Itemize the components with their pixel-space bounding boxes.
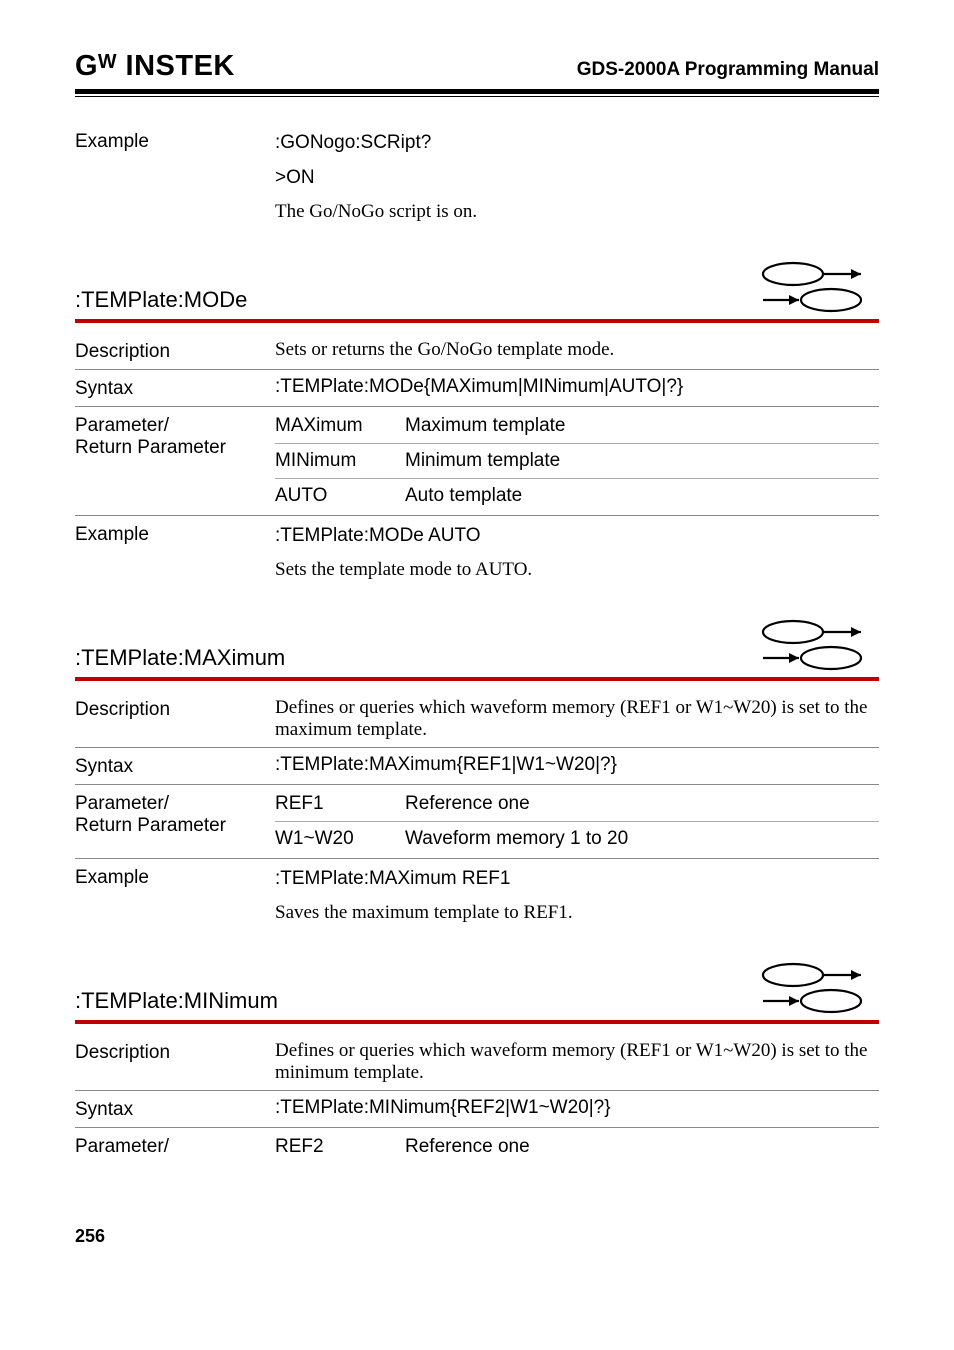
section-row: Description Defines or queries which wav… <box>75 1034 879 1091</box>
command-heading-row: :TEMPlate:MINimum <box>75 962 879 1020</box>
param-row: AUTO Auto template <box>275 478 879 509</box>
red-divider <box>75 677 879 681</box>
row-label: Example <box>75 522 275 546</box>
set-query-icon <box>759 261 879 313</box>
row-content: REF1 Reference one W1~W20 Waveform memor… <box>275 791 879 852</box>
example-line: Sets the template mode to AUTO. <box>275 556 879 585</box>
row-label: Parameter/ <box>75 1134 275 1158</box>
row-label: Parameter/Return Parameter <box>75 791 275 837</box>
header-thin-rule <box>75 96 879 97</box>
row-label: Description <box>75 697 275 721</box>
row-content: Defines or queries which waveform memory… <box>275 697 879 741</box>
row-content: :TEMPlate:MAXimum REF1 Saves the maximum … <box>275 865 879 934</box>
example-line-2: >ON <box>275 164 879 193</box>
param-row: REF1 Reference one <box>275 791 879 817</box>
section-row: Syntax :TEMPlate:MODe{MAXimum|MINimum|AU… <box>75 370 879 407</box>
section-row: Parameter/Return Parameter MAXimum Maxim… <box>75 407 879 516</box>
param-key: W1~W20 <box>275 828 405 850</box>
param-desc: Maximum template <box>405 415 879 437</box>
row-label: Description <box>75 1040 275 1064</box>
param-key: REF1 <box>275 793 405 815</box>
set-query-icon <box>759 619 879 671</box>
example-line: Saves the maximum template to REF1. <box>275 899 879 928</box>
row-content: :TEMPlate:MODe{MAXimum|MINimum|AUTO|?} <box>275 376 879 398</box>
red-divider <box>75 1020 879 1024</box>
param-desc: Reference one <box>405 1136 879 1158</box>
section-row: Syntax :TEMPlate:MINimum{REF2|W1~W20|?} <box>75 1091 879 1128</box>
header-title: GDS-2000A Programming Manual <box>577 59 879 81</box>
row-text: Defines or queries which waveform memory… <box>275 697 867 740</box>
example-label: Example <box>75 129 275 153</box>
page-number: 256 <box>75 1226 879 1247</box>
row-content: Defines or queries which waveform memory… <box>275 1040 879 1084</box>
section-row: Description Sets or returns the Go/NoGo … <box>75 333 879 370</box>
section-row: Description Defines or queries which wav… <box>75 691 879 748</box>
row-label: Syntax <box>75 1097 275 1121</box>
row-label: Syntax <box>75 376 275 400</box>
param-row: W1~W20 Waveform memory 1 to 20 <box>275 821 879 852</box>
param-key: AUTO <box>275 485 405 507</box>
command-heading: :TEMPlate:MODe <box>75 287 247 313</box>
command-heading-row: :TEMPlate:MODe <box>75 261 879 319</box>
row-content: :TEMPlate:MINimum{REF2|W1~W20|?} <box>275 1097 879 1119</box>
section-row: Example :TEMPlate:MODe AUTO Sets the temp… <box>75 516 879 597</box>
row-text: Defines or queries which waveform memory… <box>275 1040 867 1083</box>
section-row: Parameter/ REF2 Reference one <box>75 1128 879 1166</box>
example-line-1: :GONogo:SCRipt? <box>275 129 879 158</box>
command-heading: :TEMPlate:MAXimum <box>75 645 285 671</box>
command-heading-row: :TEMPlate:MAXimum <box>75 619 879 677</box>
param-row: REF2 Reference one <box>275 1134 879 1160</box>
row-content: :TEMPlate:MODe AUTO Sets the template mod… <box>275 522 879 591</box>
section-row: Example :TEMPlate:MAXimum REF1 Saves the … <box>75 859 879 940</box>
section-row: Parameter/Return Parameter REF1 Referenc… <box>75 785 879 859</box>
set-query-icon <box>759 962 879 1014</box>
param-row: MAXimum Maximum template <box>275 413 879 439</box>
param-desc: Minimum template <box>405 450 879 472</box>
row-label: Syntax <box>75 754 275 778</box>
param-key: REF2 <box>275 1136 405 1158</box>
row-label: Parameter/Return Parameter <box>75 413 275 459</box>
row-content: Sets or returns the Go/NoGo template mod… <box>275 339 879 361</box>
row-content: :TEMPlate:MAXimum{REF1|W1~W20|?} <box>275 754 879 776</box>
row-text: Sets or returns the Go/NoGo template mod… <box>275 339 614 360</box>
example-row: Example :GONogo:SCRipt? >ON The Go/NoGo … <box>75 123 879 239</box>
param-desc: Auto template <box>405 485 879 507</box>
row-label: Description <box>75 339 275 363</box>
row-text: :TEMPlate:MINimum{REF2|W1~W20|?} <box>275 1097 611 1118</box>
section-row: Syntax :TEMPlate:MAXimum{REF1|W1~W20|?} <box>75 748 879 785</box>
row-content: MAXimum Maximum template MINimum Minimum… <box>275 413 879 509</box>
example-line: :TEMPlate:MODe AUTO <box>275 522 879 551</box>
param-desc: Reference one <box>405 793 879 815</box>
row-content: REF2 Reference one <box>275 1134 879 1160</box>
param-desc: Waveform memory 1 to 20 <box>405 828 879 850</box>
page-header: Gᵂ INSTEK GDS-2000A Programming Manual <box>75 50 879 89</box>
row-label: Example <box>75 865 275 889</box>
commands-container: :TEMPlate:MODe Description Sets or retur… <box>75 261 879 1166</box>
brand-logo: Gᵂ INSTEK <box>75 50 235 83</box>
param-key: MINimum <box>275 450 405 472</box>
param-row: MINimum Minimum template <box>275 443 879 474</box>
command-heading: :TEMPlate:MINimum <box>75 988 278 1014</box>
red-divider <box>75 319 879 323</box>
example-content: :GONogo:SCRipt? >ON The Go/NoGo script i… <box>275 129 879 233</box>
row-text: :TEMPlate:MODe{MAXimum|MINimum|AUTO|?} <box>275 376 683 397</box>
example-lines: :TEMPlate:MAXimum REF1 Saves the maximum … <box>275 865 879 928</box>
example-line: :TEMPlate:MAXimum REF1 <box>275 865 879 894</box>
row-text: :TEMPlate:MAXimum{REF1|W1~W20|?} <box>275 754 617 775</box>
param-key: MAXimum <box>275 415 405 437</box>
example-lines: :TEMPlate:MODe AUTO Sets the template mod… <box>275 522 879 585</box>
header-thick-rule <box>75 89 879 94</box>
example-line-3: The Go/NoGo script is on. <box>275 198 879 227</box>
